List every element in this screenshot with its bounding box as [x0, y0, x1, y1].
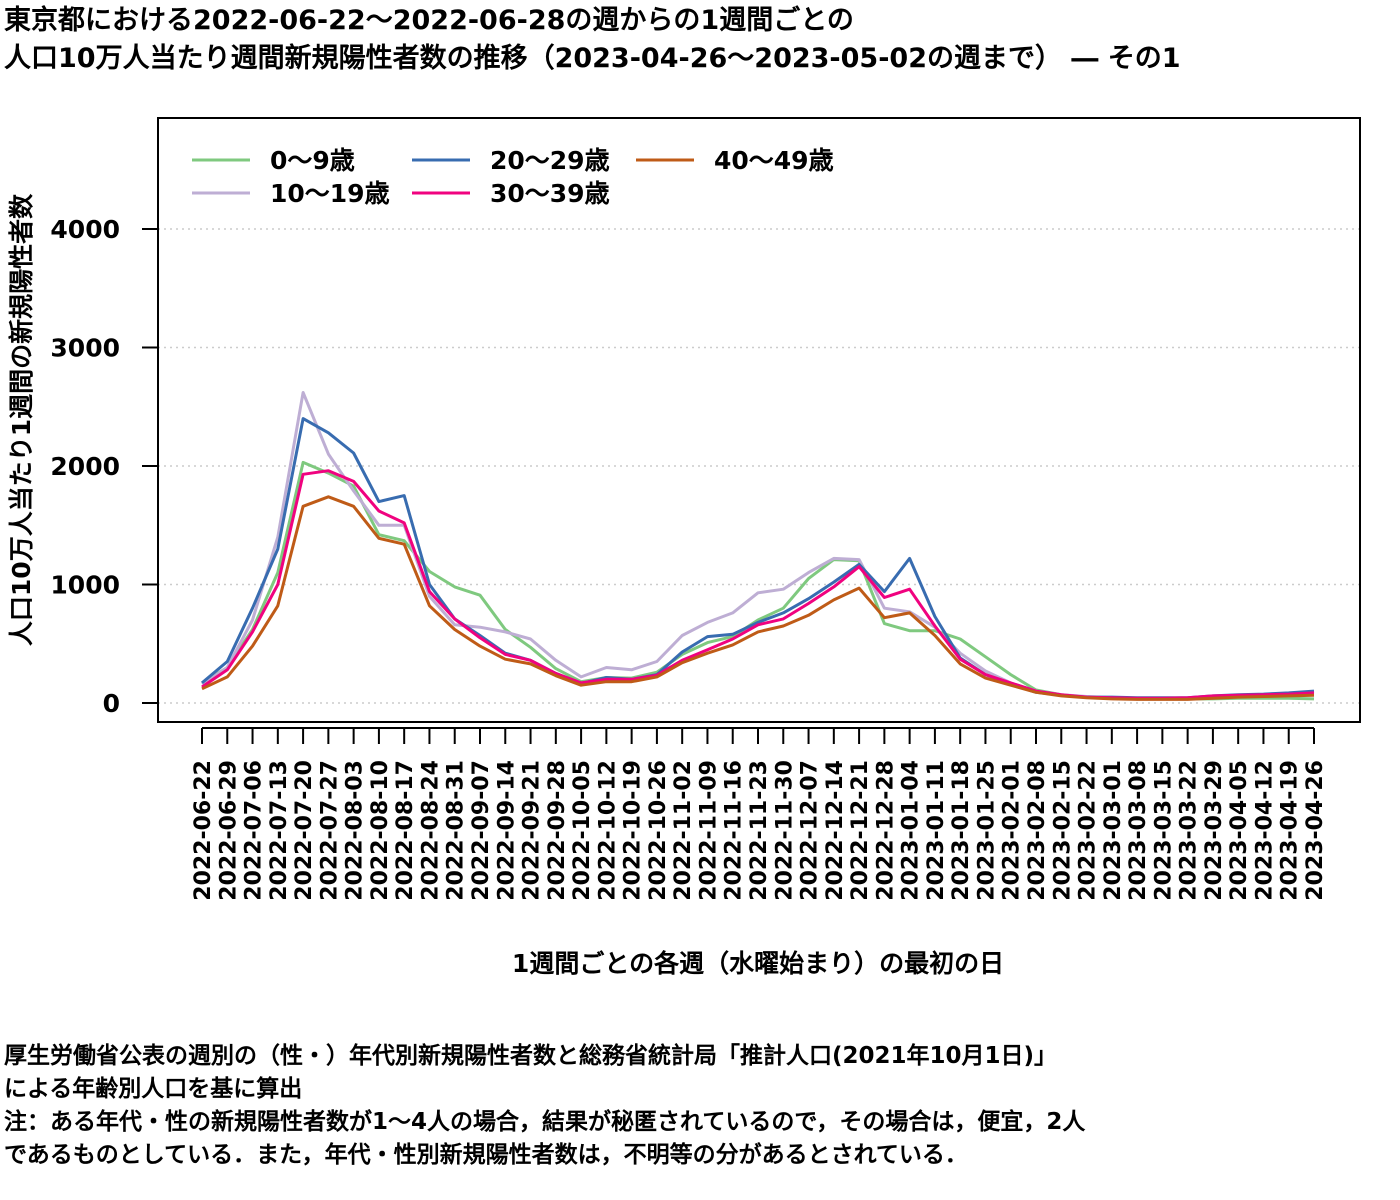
x-tick-label: 2023-01-18 — [949, 760, 974, 901]
x-tick-label: 2022-09-21 — [520, 760, 545, 901]
note-line-2: による年齢別人口を基に算出 — [4, 1076, 303, 1102]
note-line-3: 注：ある年代・性の新規陽性者数が1～4人の場合，結果が秘匿されているので，その場… — [4, 1109, 1086, 1135]
x-tick-label: 2022-12-21 — [848, 760, 873, 901]
chart-title: 東京都における2022-06-22～2022-06-28の週からの1週間ごとの … — [4, 2, 1181, 78]
grid-lines — [158, 228, 1360, 704]
x-tick-label: 2022-12-14 — [823, 760, 848, 901]
x-tick-label: 2022-08-17 — [393, 760, 418, 901]
legend: 0～9歳 10～19歳 20～29歳 30～39歳 40～49歳 — [192, 146, 834, 208]
x-tick-label: 2023-01-04 — [899, 760, 924, 901]
x-tick-label: 2022-09-07 — [469, 760, 494, 901]
x-tick-label: 2023-04-05 — [1227, 760, 1252, 901]
x-tick-label: 2022-11-02 — [671, 760, 696, 901]
series-line — [201, 495, 1315, 701]
y-tick-label: 4000 — [50, 215, 120, 244]
x-tick-label: 2022-12-07 — [798, 760, 823, 901]
x-tick-label: 2022-07-06 — [242, 760, 267, 901]
x-tick-label: 2023-02-01 — [1000, 760, 1025, 901]
y-axis: 0 1000 2000 3000 4000 — [50, 215, 158, 718]
x-tick-label: 2022-08-31 — [444, 760, 469, 901]
x-tick-label: 2022-12-28 — [873, 760, 898, 901]
legend-label: 30～39歳 — [490, 179, 610, 208]
x-tick-label: 2022-10-19 — [621, 760, 646, 901]
y-tick-label: 0 — [103, 689, 120, 718]
x-tick-label: 2023-01-25 — [974, 760, 999, 901]
x-tick-label: 2023-03-08 — [1126, 760, 1151, 901]
x-tick-label: 2022-07-20 — [292, 760, 317, 901]
x-tick-label: 2023-03-15 — [1151, 760, 1176, 901]
x-tick-label: 2022-09-28 — [545, 760, 570, 901]
legend-label: 40～49歳 — [714, 146, 834, 175]
series-lines — [201, 391, 1315, 701]
title-line-2: 人口10万人当たり週間新規陽性者数の推移（2023-04-26～2023-05-… — [4, 43, 1181, 74]
x-tick-label: 2022-10-12 — [595, 760, 620, 901]
x-tick-label: 2023-02-15 — [1050, 760, 1075, 901]
legend-label: 0～9歳 — [270, 146, 355, 175]
x-tick-label: 2022-11-16 — [722, 760, 747, 901]
note-line-1: 厚生労働省公表の週別の（性・）年代別新規陽性者数と総務省統計局「推計人口(202… — [4, 1043, 1058, 1069]
y-axis-label: 人口10万人当たり1週間の新規陽性者数 — [7, 193, 36, 646]
source-notes: 厚生労働省公表の週別の（性・）年代別新規陽性者数と総務省統計局「推計人口(202… — [4, 1040, 1085, 1172]
y-tick-label: 1000 — [50, 571, 120, 600]
x-tick-label: 2023-04-12 — [1252, 760, 1277, 901]
x-tick-label: 2023-04-19 — [1278, 760, 1303, 901]
x-axis: 2022-06-22 2022-06-29 2022-07-06 2022-07-13… — [191, 727, 1328, 901]
x-tick-label: 2022-10-26 — [646, 760, 671, 901]
x-tick-label: 2023-03-01 — [1101, 760, 1126, 901]
y-tick-label: 3000 — [50, 334, 120, 363]
x-tick-label: 2022-11-09 — [696, 760, 721, 901]
x-tick-label: 2023-02-22 — [1076, 760, 1101, 901]
x-tick-label: 2023-03-29 — [1202, 760, 1227, 901]
x-tick-label: 2023-02-08 — [1025, 760, 1050, 901]
x-tick-label: 2022-08-10 — [368, 760, 393, 901]
y-tick-label: 2000 — [50, 452, 120, 481]
x-tick-label: 2022-07-27 — [317, 760, 342, 901]
x-tick-label: 2022-06-29 — [216, 760, 241, 901]
x-tick-label: 2023-01-11 — [924, 760, 949, 901]
x-tick-label: 2022-08-24 — [418, 760, 443, 901]
x-tick-label: 2023-03-22 — [1177, 760, 1202, 901]
x-tick-label: 2022-06-22 — [191, 760, 216, 901]
legend-label: 20～29歳 — [490, 146, 610, 175]
x-tick-label: 2022-11-23 — [747, 760, 772, 901]
legend-label: 10～19歳 — [270, 179, 390, 208]
title-line-1: 東京都における2022-06-22～2022-06-28の週からの1週間ごとの — [4, 5, 854, 36]
x-tick-label: 2022-07-13 — [267, 760, 292, 901]
series-line — [201, 417, 1315, 700]
x-tick-label: 2023-04-26 — [1303, 760, 1328, 901]
note-line-4: であるものとしている．また，年代・性別新規陽性者数は，不明等の分があるとされてい… — [4, 1142, 968, 1168]
x-tick-label: 2022-09-14 — [494, 760, 519, 901]
plot-frame — [157, 117, 1361, 723]
x-tick-label: 2022-10-05 — [570, 760, 595, 901]
series-line — [201, 391, 1315, 701]
x-tick-label: 2022-11-30 — [772, 760, 797, 901]
x-tick-label: 2022-08-03 — [343, 760, 368, 901]
x-axis-label: 1週間ごとの各週（水曜始まり）の最初の日 — [512, 949, 1004, 978]
